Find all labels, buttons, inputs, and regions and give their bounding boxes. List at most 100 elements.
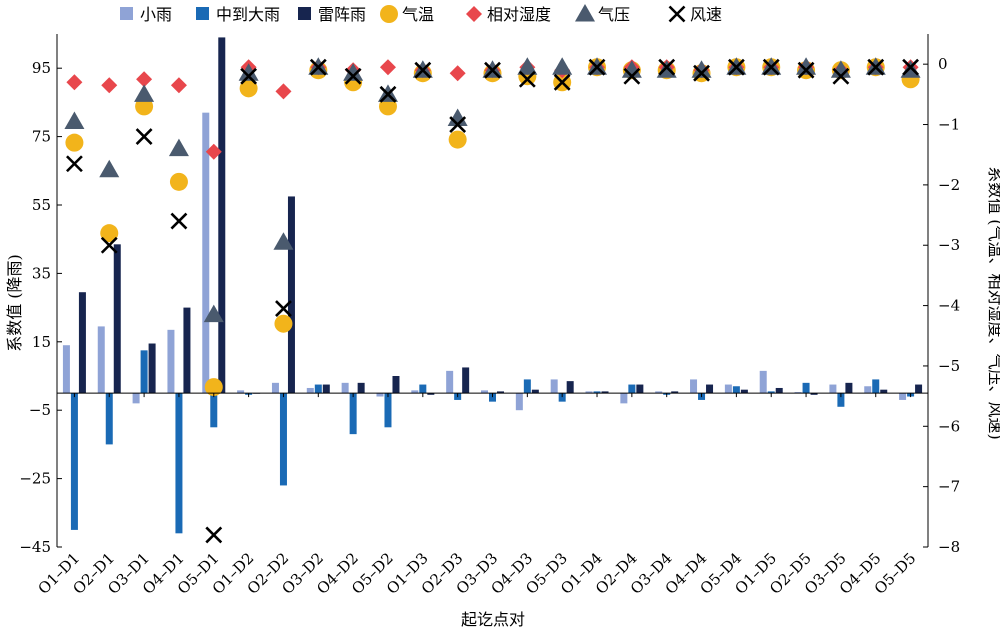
bar-layer [62, 37, 923, 534]
marker-风速 [867, 58, 885, 76]
bar-雷阵雨 [392, 376, 400, 394]
bar-小雨 [97, 326, 105, 394]
marker-气压 [134, 84, 155, 102]
bar-雷阵雨 [706, 384, 714, 394]
legend-label-小雨: 小雨 [140, 5, 172, 24]
marker-气压 [64, 111, 85, 130]
y-right-tick-label: −2 [938, 176, 960, 194]
bar-雷阵雨 [845, 382, 853, 394]
legend-label-风速: 风速 [690, 5, 722, 24]
bar-中到大雨 [523, 379, 531, 394]
bar-小雨 [202, 112, 210, 394]
bar-雷阵雨 [218, 37, 226, 394]
bar-小雨 [620, 393, 628, 404]
y-right-tick-label: −7 [938, 478, 960, 496]
marker-风速 [135, 128, 153, 146]
marker-风速 [449, 116, 467, 133]
bar-中到大雨 [140, 350, 148, 394]
marker-风速 [553, 73, 571, 91]
marker-气压 [168, 138, 189, 157]
marker-风速 [658, 58, 676, 76]
marker-风速 [100, 236, 118, 254]
legend-swatch-中到大雨 [196, 7, 209, 20]
marker-风速 [797, 61, 815, 79]
marker-气压 [517, 57, 538, 75]
bar-中到大雨 [767, 391, 775, 394]
bar-小雨 [829, 384, 837, 394]
bar-中到大雨 [175, 393, 183, 534]
bar-中到大雨 [105, 393, 113, 445]
bar-雷阵雨 [531, 389, 539, 394]
bar-中到大雨 [593, 391, 601, 394]
marker-相对湿度 [379, 59, 396, 76]
legend-swatch-相对湿度 [466, 6, 482, 22]
marker-气压 [273, 232, 294, 250]
marker-气温 [204, 378, 223, 397]
legend-swatch-气压 [575, 4, 595, 22]
bar-中到大雨 [279, 393, 287, 486]
bar-中到大雨 [210, 393, 218, 428]
marker-气温 [274, 314, 293, 333]
marker-气压 [238, 63, 259, 81]
marker-风速 [762, 58, 780, 76]
bar-小雨 [411, 390, 419, 394]
bar-中到大雨 [314, 384, 322, 394]
marker-风速 [693, 64, 710, 82]
bar-小雨 [341, 382, 349, 394]
axes: −45−25−51535557595−8−7−6−5−4−3−2−10O1–D1… [19, 34, 960, 598]
bar-雷阵雨 [427, 393, 435, 395]
marker-风速 [623, 67, 641, 85]
bar-小雨 [655, 391, 663, 394]
marker-风速 [240, 67, 258, 85]
marker-气压 [203, 304, 224, 323]
legend-label-气温: 气温 [402, 5, 434, 24]
bar-小雨 [132, 393, 140, 404]
bar-雷阵雨 [880, 389, 888, 394]
marker-相对湿度 [66, 74, 83, 91]
bar-小雨 [237, 390, 245, 394]
y-left-tick-label: 55 [32, 196, 51, 214]
bar-小雨 [759, 370, 767, 394]
bar-雷阵雨 [322, 384, 330, 394]
bar-中到大雨 [558, 393, 566, 402]
marker-风速 [205, 526, 223, 544]
marker-气温 [448, 130, 467, 149]
marker-相对湿度 [101, 77, 118, 94]
bar-小雨 [899, 393, 907, 400]
legend-label-雷阵雨: 雷阵雨 [318, 5, 366, 24]
bar-小雨 [446, 370, 454, 394]
bar-小雨 [62, 345, 70, 394]
marker-风速 [309, 58, 327, 76]
y-right-tick-label: 0 [938, 55, 948, 73]
marker-风速 [484, 61, 501, 79]
y-axis-right-title: 系数值 (气温、相对湿度、气压、风速) [986, 166, 1000, 440]
bar-中到大雨 [628, 384, 636, 394]
marker-风速 [379, 85, 397, 103]
y-axis-left-title: 系数值 (降雨) [5, 254, 24, 352]
bar-小雨 [515, 393, 523, 411]
marker-风速 [66, 155, 83, 173]
y-left-tick-label: −5 [29, 401, 51, 419]
bar-雷阵雨 [671, 391, 679, 394]
bar-小雨 [794, 392, 802, 394]
bar-中到大雨 [419, 384, 427, 394]
y-left-tick-label: 35 [32, 264, 51, 282]
bar-中到大雨 [70, 393, 78, 530]
bar-小雨 [481, 390, 488, 394]
marker-气压 [552, 57, 573, 75]
bar-小雨 [376, 393, 384, 397]
y-right-tick-label: −6 [938, 417, 960, 435]
marker-风速 [588, 58, 606, 76]
marker-气压 [796, 57, 817, 75]
bar-雷阵雨 [113, 244, 121, 394]
bar-雷阵雨 [775, 387, 783, 394]
marker-layer [64, 57, 921, 544]
marker-气温 [135, 97, 154, 116]
bar-小雨 [550, 379, 558, 394]
y-right-tick-label: −8 [938, 538, 960, 556]
bar-小雨 [167, 329, 175, 394]
bar-雷阵雨 [915, 384, 923, 394]
bar-雷阵雨 [287, 196, 295, 394]
marker-相对湿度 [136, 71, 153, 88]
